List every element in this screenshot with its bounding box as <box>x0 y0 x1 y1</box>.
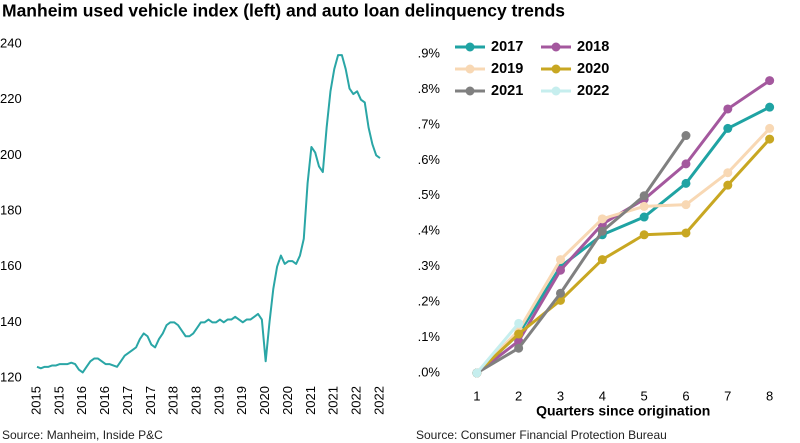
x-tick-label: 2019 <box>234 386 249 415</box>
x-tick-label: 2021 <box>303 386 318 415</box>
legend-marker <box>465 42 475 52</box>
line <box>475 138 771 375</box>
y-tick-label: 140 <box>0 314 22 329</box>
legend-label: 2022 <box>577 83 609 99</box>
point <box>555 288 565 298</box>
x-tick-label: 1 <box>473 388 480 403</box>
legend-label: 2017 <box>491 39 523 55</box>
y-tick-label: .9% <box>418 45 441 60</box>
x-tick-label: 2016 <box>74 386 89 415</box>
x-tick-label: 2022 <box>349 386 364 415</box>
line <box>475 322 520 374</box>
source: Source: Manheim, Inside P&C <box>2 428 163 442</box>
y-tick-label: .7% <box>418 116 441 131</box>
point <box>723 168 733 178</box>
line <box>475 105 771 375</box>
point <box>765 123 775 133</box>
y-tick-label: .1% <box>418 329 441 344</box>
x-tick-label: 5 <box>641 388 648 403</box>
x-tick-label: 2020 <box>257 386 272 415</box>
legend-label: 2019 <box>491 61 523 77</box>
line <box>36 54 381 374</box>
y-tick-label: .3% <box>418 258 441 273</box>
point <box>555 255 565 265</box>
point <box>597 255 607 265</box>
legend-marker <box>551 86 561 96</box>
y-tick-label: 200 <box>0 147 22 162</box>
y-tick-label: .4% <box>418 223 441 238</box>
x-tick-label: 2015 <box>28 386 43 415</box>
point <box>639 212 649 222</box>
x-tick-label: 2016 <box>97 386 112 415</box>
point <box>681 159 691 169</box>
x-tick-label: 2017 <box>143 386 158 415</box>
legend-marker <box>551 42 561 52</box>
y-tick-label: 120 <box>0 369 22 384</box>
line <box>476 134 688 375</box>
x-tick-label: 2019 <box>211 386 226 415</box>
point <box>639 201 649 211</box>
point <box>472 368 482 378</box>
x-tick-label: 4 <box>599 388 606 403</box>
legend-marker <box>465 64 475 74</box>
point <box>597 214 607 224</box>
point <box>681 200 691 210</box>
y-tick-label: .5% <box>418 187 441 202</box>
x-tick-label: 6 <box>682 388 689 403</box>
point <box>597 226 607 236</box>
point <box>639 230 649 240</box>
point <box>514 329 524 339</box>
y-tick-label: .2% <box>418 294 441 309</box>
point <box>765 134 775 144</box>
y-tick-label: .0% <box>418 364 441 379</box>
point <box>681 178 691 188</box>
page-title: Manheim used vehicle index (left) and au… <box>2 1 565 21</box>
point <box>723 180 733 190</box>
legend-label: 2020 <box>577 61 609 77</box>
y-tick-label: 180 <box>0 202 22 217</box>
x-tick-label: 7 <box>724 388 731 403</box>
x-tick-label: 2018 <box>166 386 181 415</box>
point <box>514 343 524 353</box>
point <box>639 191 649 201</box>
x-tick-label: 2018 <box>189 386 204 415</box>
x-tick-label: 2015 <box>51 386 66 415</box>
point <box>555 265 565 275</box>
y-tick-label: .6% <box>418 152 441 167</box>
legend-marker <box>551 64 561 74</box>
legend-marker <box>465 86 475 96</box>
point <box>765 102 775 112</box>
point <box>681 228 691 238</box>
x-tick-label: 2 <box>515 388 522 403</box>
point <box>723 104 733 114</box>
point <box>514 318 524 328</box>
y-tick-label: 160 <box>0 258 22 273</box>
legend-label: 2021 <box>491 83 523 99</box>
x-tick-label: 2022 <box>371 386 386 415</box>
point <box>723 123 733 133</box>
x-tick-label: 2020 <box>280 386 295 415</box>
point <box>765 76 775 86</box>
y-tick-label: .8% <box>418 81 441 96</box>
x-axis-title: Quarters since origination <box>536 403 710 419</box>
y-tick-label: 220 <box>0 91 22 106</box>
x-tick-label: 2021 <box>326 386 341 415</box>
legend-label: 2018 <box>577 39 609 55</box>
x-tick-label: 2017 <box>120 386 135 415</box>
y-tick-label: 240 <box>0 35 22 50</box>
x-tick-label: 3 <box>557 388 564 403</box>
point <box>681 131 691 141</box>
source: Source: Consumer Financial Protection Bu… <box>416 428 667 442</box>
x-tick-label: 8 <box>766 388 773 403</box>
